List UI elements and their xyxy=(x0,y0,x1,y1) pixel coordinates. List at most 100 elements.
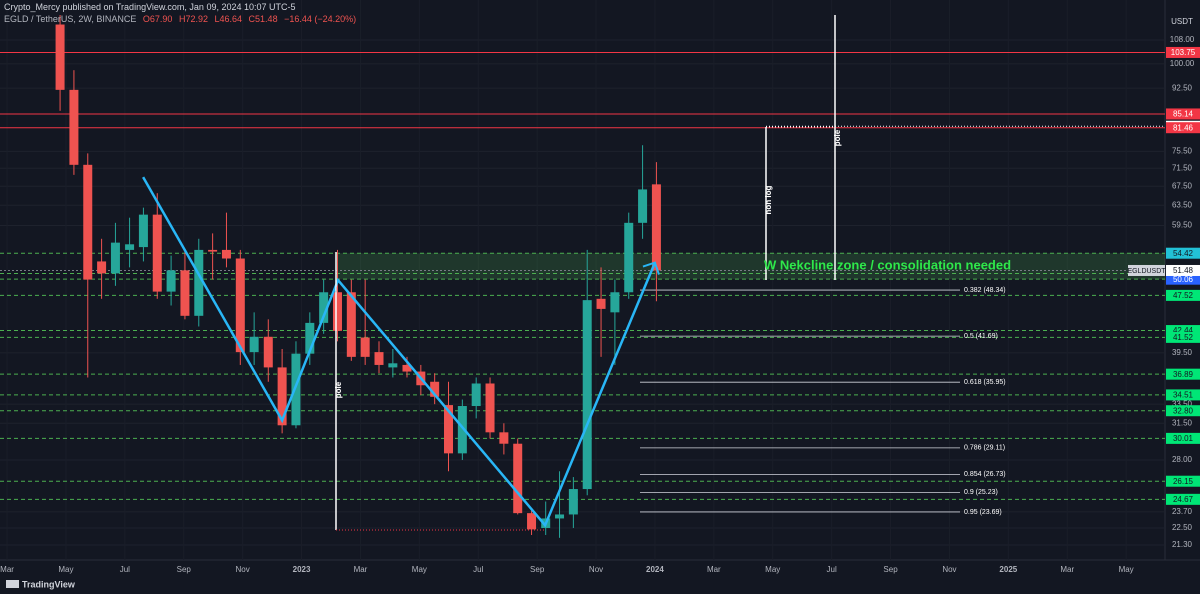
zone-label: W Nekcline zone / consolidation needed xyxy=(764,257,1011,272)
x-tick-label: Jul xyxy=(120,565,130,574)
ohlc-open: O67.90 xyxy=(142,14,173,24)
level-label-box xyxy=(1166,331,1200,343)
level-label-box xyxy=(1166,405,1200,417)
level-label-box xyxy=(1166,46,1200,58)
level-label: 34.51 xyxy=(1173,391,1194,400)
level-label: 85.14 xyxy=(1173,110,1194,119)
candle-body xyxy=(69,89,79,165)
logo: TradingView xyxy=(6,579,76,589)
x-tick-label: Mar xyxy=(0,565,14,574)
fib-label: 0.786 (29.11) xyxy=(964,445,1005,452)
symbol: EGLD / TetherUS, 2W, BINANCE xyxy=(4,14,137,24)
level-label: 36.89 xyxy=(1173,370,1194,379)
neckline-zone xyxy=(336,253,1165,280)
candle-body xyxy=(651,184,661,271)
fib-label: 0.9 (25.23) xyxy=(964,489,998,496)
candle-body xyxy=(55,24,65,90)
last-price-symbol: EGLDUSDT xyxy=(1127,268,1166,275)
published-line: Crypto_Mercy published on TradingView.co… xyxy=(4,2,296,12)
candle-body xyxy=(208,249,218,252)
level-label-box xyxy=(1166,325,1200,337)
level-label-box xyxy=(1166,247,1200,259)
level-label-box xyxy=(1166,432,1200,444)
candle-body xyxy=(388,363,398,368)
x-tick-label: Sep xyxy=(530,565,545,574)
pole-label: pole xyxy=(334,381,343,398)
x-tick-label: 2025 xyxy=(999,565,1017,574)
candle-body xyxy=(374,352,384,365)
candle-body xyxy=(444,405,454,454)
candle-body xyxy=(305,322,315,354)
ohlc-low: L46.64 xyxy=(214,14,243,24)
level-label: 50.06 xyxy=(1173,275,1194,284)
x-tick-label: Sep xyxy=(883,565,898,574)
y-tick-label: 39.50 xyxy=(1172,348,1193,357)
candle-body xyxy=(360,337,370,357)
level-label: 41.52 xyxy=(1173,333,1194,342)
candle-body xyxy=(194,249,204,316)
pole-label: pole xyxy=(833,129,842,146)
candle-body xyxy=(346,292,356,357)
candle-body xyxy=(471,383,481,407)
x-tick-label: Mar xyxy=(354,565,368,574)
candle-body xyxy=(555,514,565,519)
x-tick-label: Jul xyxy=(473,565,483,574)
x-tick-label: May xyxy=(58,565,73,574)
level-label: 54.42 xyxy=(1173,249,1194,258)
level-label: 103.75 xyxy=(1171,48,1196,57)
candle-body xyxy=(457,406,467,454)
y-tick-label: 59.50 xyxy=(1172,221,1193,230)
fib-label: 0.95 (23.69) xyxy=(964,509,1002,516)
candle-body xyxy=(638,189,648,223)
header: Crypto_Mercy published on TradingView.co… xyxy=(4,2,360,25)
candle-body xyxy=(138,214,148,248)
ohlc-high: H72.92 xyxy=(178,14,208,24)
y-tick-label: 100.00 xyxy=(1170,59,1195,68)
candle-body xyxy=(83,164,93,280)
level-label-box xyxy=(1166,289,1200,301)
y-tick-label: 28.00 xyxy=(1172,455,1193,464)
level-label: 81.46 xyxy=(1173,123,1194,132)
logo-icon xyxy=(6,580,19,588)
x-tick-label: Nov xyxy=(236,565,250,574)
candle-body xyxy=(125,244,135,250)
level-label-box xyxy=(1166,108,1200,120)
x-tick-label: 2023 xyxy=(293,565,311,574)
candle-body xyxy=(152,214,162,292)
candle-body xyxy=(166,270,176,292)
candle-body xyxy=(624,222,634,293)
y-tick-label: 31.50 xyxy=(1172,418,1193,427)
last-price-label: 51.48 xyxy=(1173,266,1194,275)
last-price-box xyxy=(1166,264,1200,276)
y-tick-label: 108.00 xyxy=(1170,35,1195,44)
candle-body xyxy=(402,364,412,372)
last-price-symbol-box xyxy=(1128,264,1165,276)
level-label-box xyxy=(1166,122,1200,134)
ohlc-change: −16.44 (−24.20%) xyxy=(284,14,357,24)
candle-body xyxy=(527,513,537,530)
ohlc-close: C51.48 xyxy=(248,14,278,24)
candle-body xyxy=(485,383,495,433)
candle-body xyxy=(499,432,509,444)
brand-name: TradingView xyxy=(22,579,76,589)
candle-body xyxy=(513,443,523,514)
y-tick-label: 92.50 xyxy=(1172,83,1193,92)
candle-body xyxy=(277,367,287,426)
currency-label: USDT xyxy=(1171,17,1193,26)
level-label-box xyxy=(1166,475,1200,487)
level-label: 32.80 xyxy=(1173,406,1194,415)
x-tick-label: Mar xyxy=(707,565,721,574)
x-tick-label: May xyxy=(765,565,780,574)
level-label: 26.15 xyxy=(1173,477,1194,486)
y-tick-label: 23.70 xyxy=(1172,507,1193,516)
y-tick-label: 63.50 xyxy=(1172,200,1193,209)
candle-body xyxy=(319,292,329,323)
fib-label: 0.854 (26.73) xyxy=(964,471,1006,478)
level-label-box xyxy=(1166,493,1200,505)
candle-body xyxy=(221,249,231,259)
x-tick-label: May xyxy=(412,565,427,574)
candle-body xyxy=(97,261,107,274)
level-label: 42.44 xyxy=(1173,326,1194,335)
candle-body xyxy=(568,489,578,515)
